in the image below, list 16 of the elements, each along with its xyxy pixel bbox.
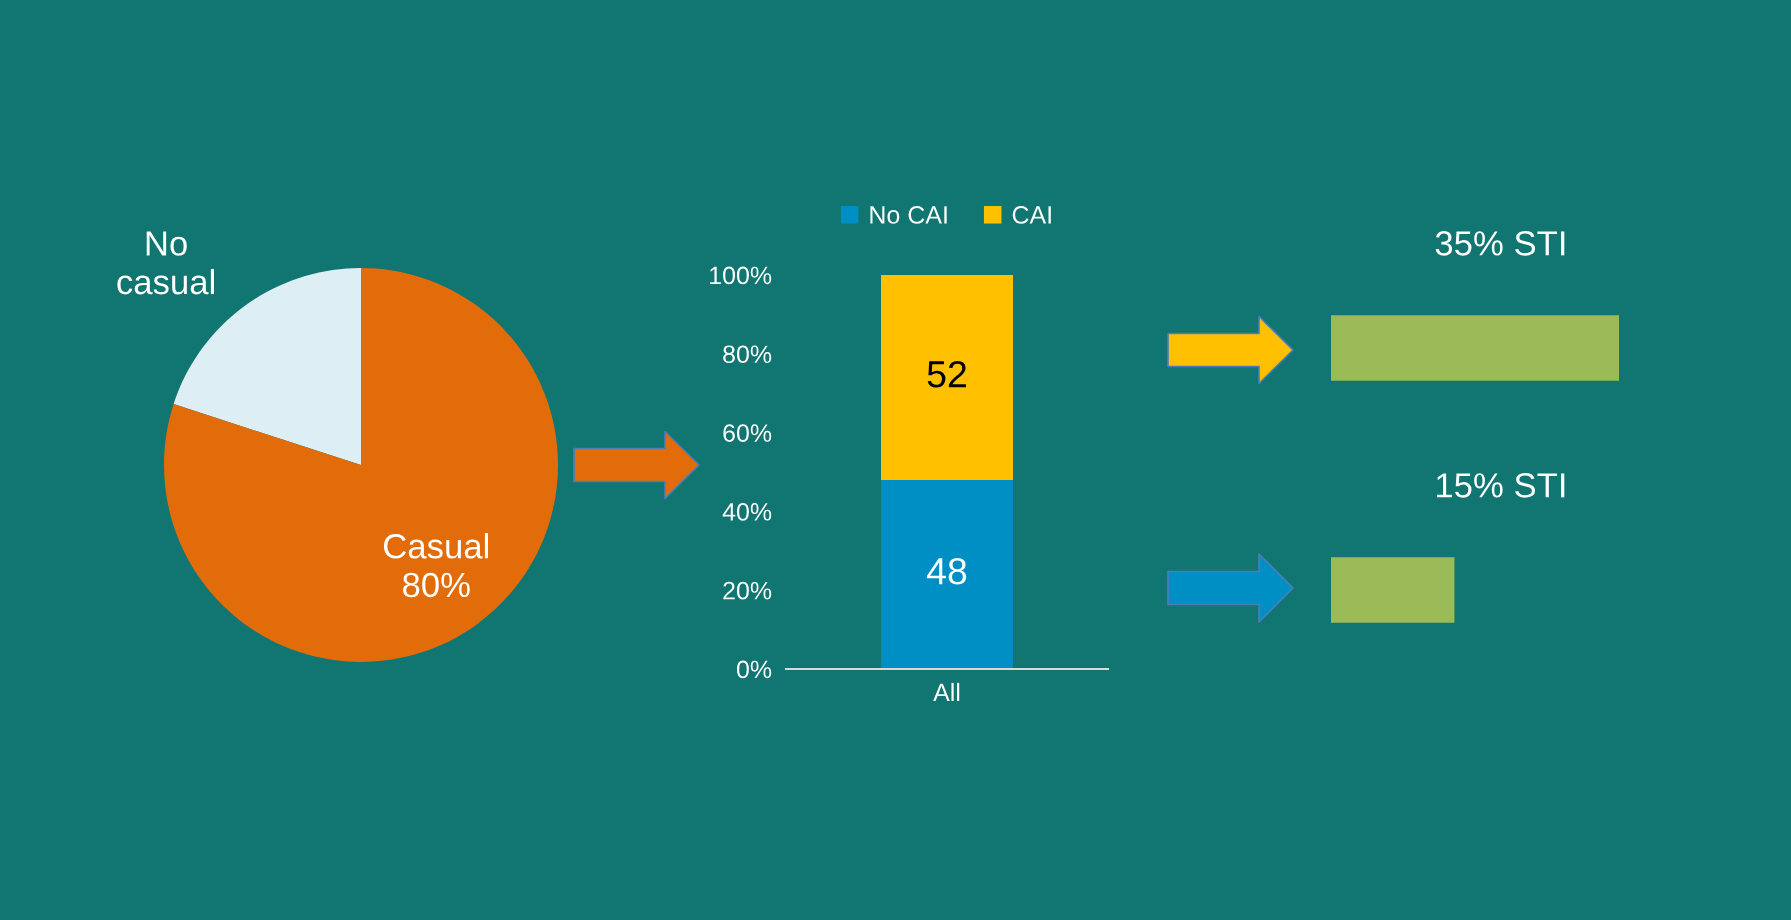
y-tick-label: 0% [736, 660, 772, 679]
x-tick-label: All [933, 682, 960, 702]
data-label: 80% [403, 572, 470, 598]
y-tick-label: 40% [722, 503, 772, 521]
y-tick-label: 20% [723, 581, 772, 600]
slice-label: Casual [383, 533, 488, 559]
data-label: 35% STI [1435, 231, 1565, 256]
y-tick-label: 100% [710, 266, 772, 285]
data-label: 15% STI [1436, 473, 1565, 498]
legend-label: CAI [1012, 206, 1051, 224]
data-label: 52 [927, 360, 966, 388]
y-tick-label: 60% [723, 424, 772, 442]
legend-label: No CAI [870, 206, 947, 224]
y-tick-label: 80% [723, 345, 772, 364]
data-label: 48 [927, 557, 967, 585]
slice-label: No casual [117, 231, 214, 295]
